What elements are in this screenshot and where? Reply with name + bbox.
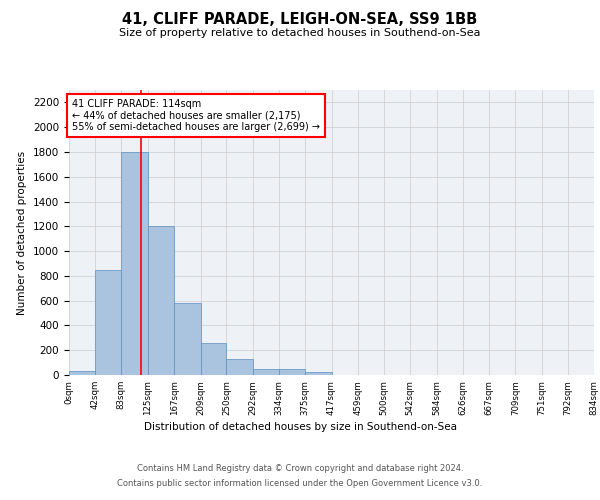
- Y-axis label: Number of detached properties: Number of detached properties: [17, 150, 28, 314]
- Text: 41, CLIFF PARADE, LEIGH-ON-SEA, SS9 1BB: 41, CLIFF PARADE, LEIGH-ON-SEA, SS9 1BB: [122, 12, 478, 28]
- Bar: [148, 226, 174, 375]
- Bar: [305, 372, 331, 375]
- Text: Size of property relative to detached houses in Southend-on-Sea: Size of property relative to detached ho…: [119, 28, 481, 38]
- Bar: [69, 372, 95, 375]
- Text: Contains public sector information licensed under the Open Government Licence v3: Contains public sector information licen…: [118, 479, 482, 488]
- Text: Contains HM Land Registry data © Crown copyright and database right 2024.: Contains HM Land Registry data © Crown c…: [137, 464, 463, 473]
- Bar: [200, 344, 226, 375]
- Bar: [226, 359, 253, 375]
- Bar: [279, 370, 305, 375]
- Bar: [253, 370, 279, 375]
- Bar: [95, 270, 121, 375]
- Bar: [174, 303, 200, 375]
- Text: Distribution of detached houses by size in Southend-on-Sea: Distribution of detached houses by size …: [143, 422, 457, 432]
- Bar: [121, 152, 148, 375]
- Text: 41 CLIFF PARADE: 114sqm
← 44% of detached houses are smaller (2,175)
55% of semi: 41 CLIFF PARADE: 114sqm ← 44% of detache…: [72, 98, 320, 132]
